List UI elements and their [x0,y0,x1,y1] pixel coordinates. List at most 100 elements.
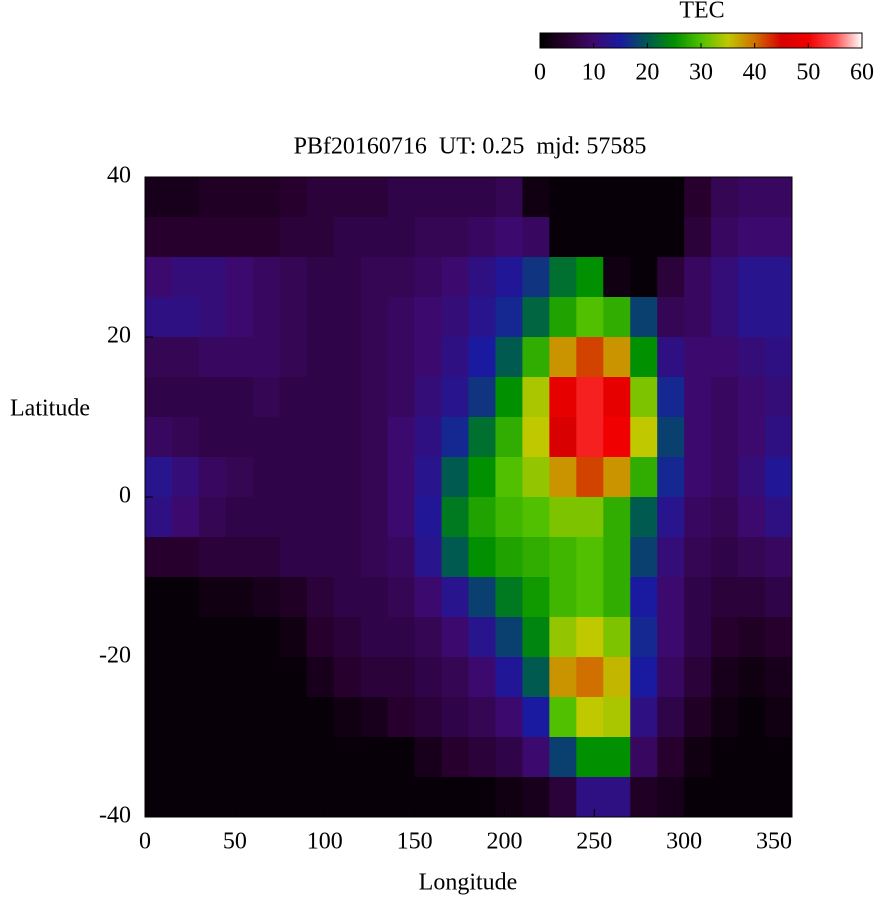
heatmap-cell [306,777,335,818]
heatmap-cell [711,537,739,578]
heatmap-cell [414,337,443,378]
heatmap-cell [630,177,658,218]
heatmap-cell [765,337,793,378]
heatmap-cell [360,417,389,458]
heatmap-cell [145,697,173,738]
heatmap-cell [333,257,362,298]
heatmap-cell [225,297,254,338]
heatmap-cell [657,297,685,338]
heatmap-cell [576,497,604,538]
heatmap-cell [252,177,281,218]
heatmap-cell [333,377,362,418]
heatmap-cell [495,217,523,258]
colorbar-tick-label: 0 [534,60,546,86]
heatmap-cell [549,777,577,818]
heatmap-cell [468,377,496,418]
heatmap-cell [522,537,550,578]
heatmap-cell [387,297,416,338]
y-tick-label: 20 [107,323,131,349]
heatmap-cell [576,577,604,618]
chart-title: PBf20160716 UT: 0.25 mjd: 57585 [294,134,647,160]
heatmap-cell [145,337,173,378]
heatmap-cell [252,497,281,538]
heatmap-cell [549,497,577,538]
y-tick-label: 0 [119,483,131,509]
heatmap-cell [468,217,496,258]
heatmap-cell [441,537,469,578]
heatmap-cell [414,217,443,258]
heatmap-cell [684,217,712,258]
heatmap-cell [765,577,793,618]
heatmap-cell [738,417,766,458]
heatmap-cell [522,617,550,658]
heatmap-cell [657,377,685,418]
heatmap-cell [603,737,631,778]
heatmap-cell [468,697,496,738]
heatmap-cell [711,697,739,738]
heatmap-cell [225,697,254,738]
heatmap-cell [279,697,308,738]
heatmap-cell [711,377,739,418]
heatmap-cell [387,217,416,258]
y-axis-label: Latitude [10,396,90,422]
heatmap-cell [145,177,173,218]
heatmap-cell [603,337,631,378]
heatmap-cell [468,617,496,658]
heatmap-cell [549,177,577,218]
x-axis-label: Longitude [419,870,518,896]
heatmap-cell [657,417,685,458]
heatmap-cell [549,537,577,578]
y-tick-label: -20 [99,643,131,669]
heatmap-cell [252,537,281,578]
heatmap-cell [441,617,469,658]
heatmap-cell [414,417,443,458]
heatmap-cell [684,417,712,458]
heatmap-cell [171,377,200,418]
heatmap-cell [549,337,577,378]
heatmap-cell [387,257,416,298]
heatmap-cell [522,257,550,298]
heatmap-cell [738,617,766,658]
heatmap-cell [145,257,173,298]
heatmap-cell [468,777,496,818]
x-tick-label: 50 [223,829,247,855]
heatmap-cell [711,417,739,458]
heatmap-cell [711,457,739,498]
heatmap-cell [171,577,200,618]
heatmap-cell [468,577,496,618]
heatmap-cell [738,257,766,298]
heatmap-cell [603,537,631,578]
heatmap-cell [145,537,173,578]
heatmap-cell [630,297,658,338]
heatmap-cell [576,417,604,458]
heatmap-cell [630,537,658,578]
heatmap-cell [387,657,416,698]
heatmap-cell [198,177,227,218]
heatmap-cell [198,217,227,258]
heatmap-cell [279,417,308,458]
heatmap-cell [495,337,523,378]
colorbar-tick-label: 20 [635,60,659,86]
heatmap-cell [198,497,227,538]
heatmap-cell [225,537,254,578]
heatmap-cell [225,377,254,418]
heatmap-cell [306,697,335,738]
heatmap-cell [279,497,308,538]
heatmap-cell [306,657,335,698]
heatmap-cell [657,777,685,818]
heatmap-cell [225,217,254,258]
heatmap-cell [279,337,308,378]
heatmap-cell [360,337,389,378]
heatmap-cell [145,377,173,418]
heatmap-cell [684,297,712,338]
heatmap-cell [630,337,658,378]
heatmap-cell [171,497,200,538]
heatmap-cell [522,737,550,778]
heatmap-cell [279,657,308,698]
heatmap-cell [522,777,550,818]
heatmap-cell [333,497,362,538]
heatmap-cell [306,377,335,418]
heatmap-cell [225,577,254,618]
heatmap-cell [495,297,523,338]
heatmap-cell [333,777,362,818]
